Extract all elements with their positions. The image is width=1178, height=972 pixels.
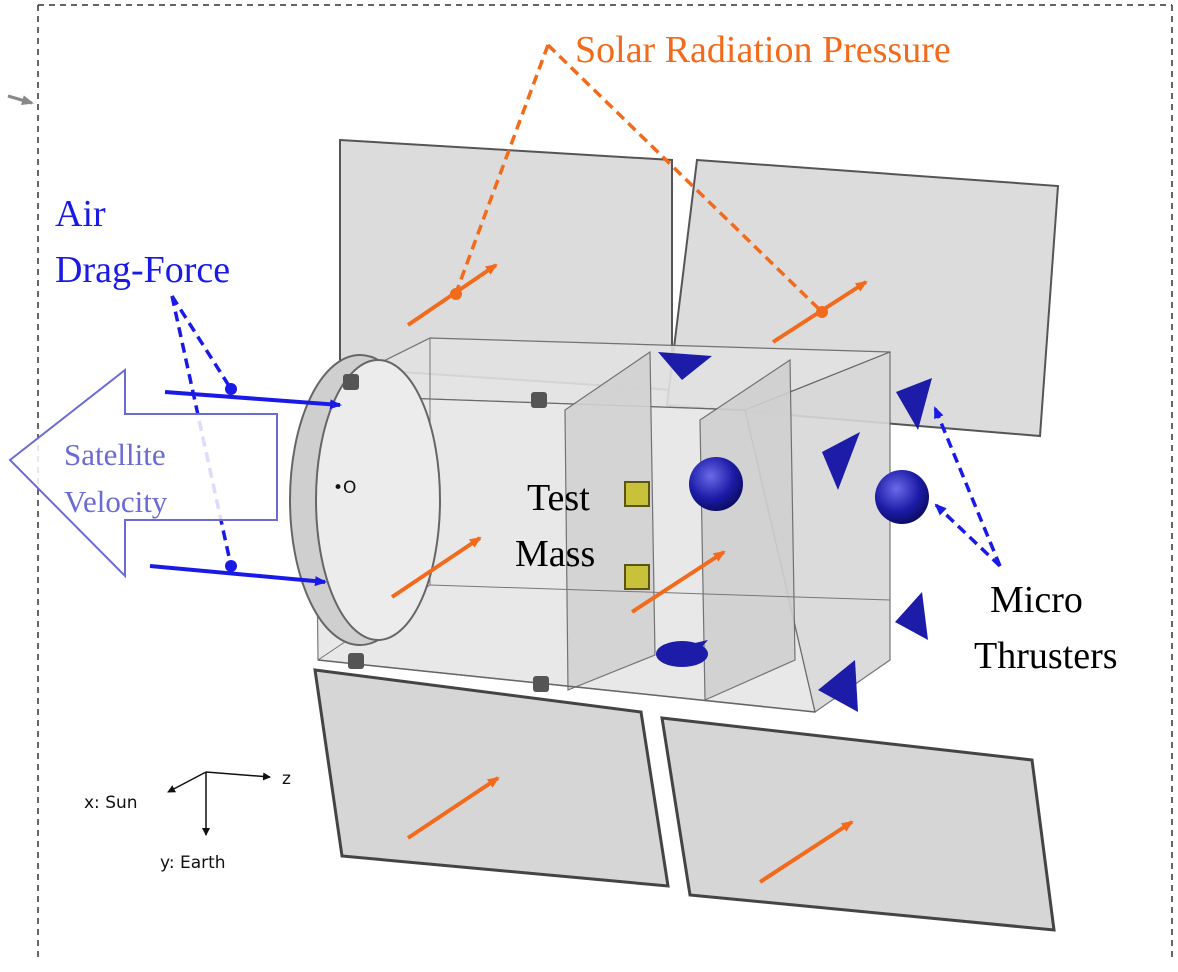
drag-force-label: Drag-Force <box>55 249 230 291</box>
satellite-velocity-arrow <box>8 367 278 579</box>
thruster-cone <box>658 352 712 380</box>
origin-marker: •O <box>333 478 356 498</box>
test-mass-cube-lower <box>624 564 650 590</box>
test-label: Test <box>527 477 590 519</box>
solar-panel-bottom-left <box>313 668 670 888</box>
mass-label: Mass <box>515 533 595 575</box>
thruster-sphere <box>875 470 929 524</box>
solar-panel-bottom-right <box>660 716 1056 932</box>
thruster-cone <box>822 432 860 490</box>
thruster-sphere <box>689 457 743 511</box>
axes-triad <box>167 771 271 836</box>
axis-x-label: x: Sun <box>84 793 138 813</box>
thrusters-label: Thrusters <box>974 635 1118 677</box>
micro-label: Micro <box>990 579 1083 621</box>
velocity-label: Velocity <box>64 484 168 519</box>
test-masses <box>624 481 650 590</box>
thruster-cone <box>818 660 858 712</box>
axis-y-label: y: Earth <box>160 853 226 873</box>
thruster-cone <box>896 378 932 430</box>
solar-arrow <box>406 776 500 840</box>
satellite-label: Satellite <box>64 437 166 472</box>
drag-arrow <box>149 564 327 587</box>
corner-arrow-icon <box>7 94 34 105</box>
axis-z-label: z <box>282 769 291 789</box>
thruster-cone <box>895 592 928 640</box>
air-label: Air <box>55 193 106 235</box>
solar-arrow <box>390 536 482 599</box>
thruster-callout-lines <box>933 406 1002 568</box>
solar-arrow <box>630 550 726 614</box>
test-mass-cube-upper <box>624 481 650 507</box>
ring-interface <box>289 354 441 646</box>
solar-callout-lines <box>454 43 824 314</box>
solar-arrow <box>758 820 854 884</box>
micro-thrusters <box>656 352 932 712</box>
solar-radiation-pressure-label: Solar Radiation Pressure <box>575 29 951 71</box>
mounting-blocks <box>343 374 549 692</box>
